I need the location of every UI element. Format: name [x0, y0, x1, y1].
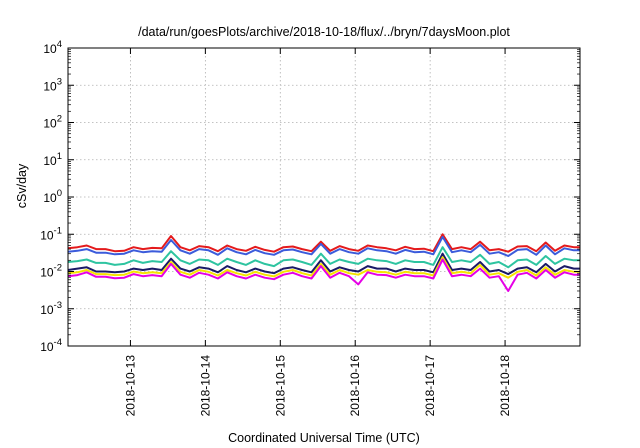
y-tick-label: 10-4: [40, 337, 62, 354]
y-axis-label: cSv/day: [15, 163, 29, 208]
y-tick-label: 10-3: [40, 300, 62, 317]
x-tick-label: 2018-10-17: [423, 355, 437, 417]
x-axis-label: Coordinated Universal Time (UTC): [228, 431, 420, 445]
series-line-3: [67, 246, 580, 269]
series-line-4: [67, 252, 580, 276]
chart-title: /data/run/goesPlots/archive/2018-10-18/f…: [138, 25, 510, 39]
series-line-2: [67, 235, 580, 257]
x-tick-label: 2018-10-13: [123, 355, 137, 417]
y-tick-label: 103: [43, 76, 62, 93]
x-tick-label: 2018-10-18: [498, 355, 512, 417]
series-line-1: [67, 233, 580, 253]
series-line-5: [67, 256, 580, 279]
y-tick-label: 10-1: [40, 225, 62, 242]
y-axis-ticks: 10-4 10-3 10-2 10-1 100 101 102 103 104: [40, 39, 580, 354]
x-axis-ticks: 2018-10-13 2018-10-14 2018-10-15 2018-10-16…: [123, 48, 512, 416]
x-tick-label: 2018-10-16: [348, 355, 362, 417]
x-tick-label: 2018-10-14: [198, 355, 212, 417]
series-lines: [67, 233, 580, 292]
x-tick-label: 2018-10-15: [273, 355, 287, 417]
y-tick-label: 10-2: [40, 263, 62, 280]
y-tick-label: 102: [43, 114, 62, 131]
series-line-6: [67, 258, 580, 292]
y-tick-label: 100: [43, 188, 62, 205]
y-tick-label: 104: [43, 39, 62, 56]
y-tick-label: 101: [43, 151, 62, 168]
